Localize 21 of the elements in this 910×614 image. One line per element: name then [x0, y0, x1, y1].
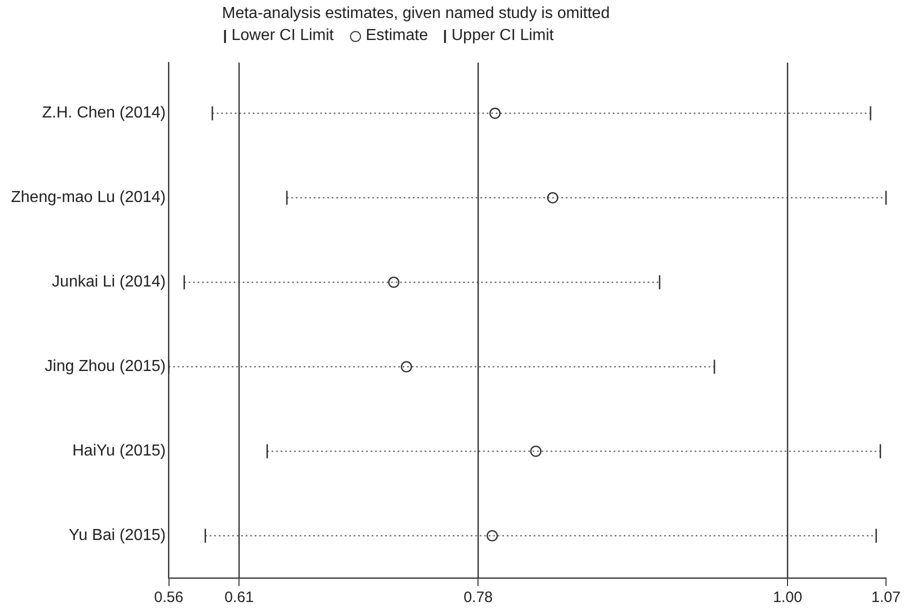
point [388, 276, 400, 288]
text: Upper CI Limit [452, 26, 554, 46]
y-tick-label: Zheng-mao Lu (2014) [10, 189, 166, 206]
point [547, 192, 558, 204]
x-tick-label: 0.61 [224, 589, 254, 606]
y-tick-label: Yu Bai (2015) [68, 527, 166, 544]
point [486, 530, 498, 542]
point [400, 361, 412, 372]
point [489, 108, 501, 119]
x-tick-label: 0.56 [154, 589, 184, 606]
legend-label: Estimate [366, 26, 428, 46]
x-tick-label: 0.78 [464, 589, 493, 606]
y-tick-label: Jing Zhou (2015) [44, 358, 166, 376]
chart-title: Meta-analysis estimates, given named study is omitted [222, 4, 611, 24]
y-tick-label: HaiYu (2015) [72, 442, 166, 460]
x-tick-label: 1.00 [772, 589, 802, 606]
x-tick-label: 1.07 [871, 589, 901, 606]
y-tick-label: Junkai Li (2014) [52, 274, 166, 291]
point [530, 446, 542, 457]
y-tick-label: Z.H. Chen (2014) [42, 104, 166, 122]
text: Lower CI Limit [232, 26, 334, 46]
